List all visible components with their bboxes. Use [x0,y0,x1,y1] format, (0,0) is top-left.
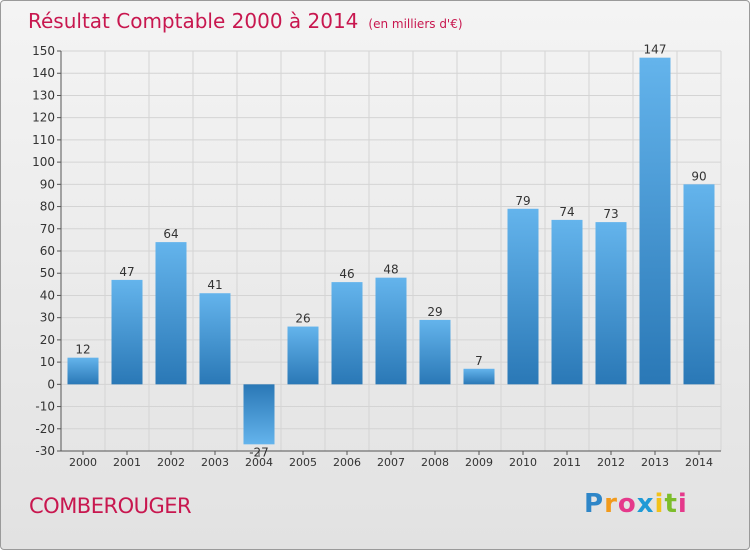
commune-name: COMBEROUGER [29,494,192,518]
bar-2011 [551,219,583,385]
y-tick-label: -30 [35,444,55,458]
y-tick-label: 100 [32,155,55,169]
bar-2014 [683,184,715,385]
brand-letter: i [677,489,688,519]
x-tick-label-2009: 2009 [465,456,493,469]
chart-title: Résultat Comptable 2000 à 2014 [28,9,359,33]
value-label-2010: 79 [515,194,530,208]
value-label-2012: 73 [603,207,618,221]
x-tick-label-2004: 2004 [245,456,273,469]
y-tick-label: 70 [40,222,55,236]
value-label-2009: 7 [475,354,483,368]
value-label-2013: 147 [644,43,667,57]
x-tick-label-2012: 2012 [597,456,625,469]
bar-2013 [639,57,671,385]
labels: -30 -20 -10 0 10 20 30 40 50 60 70 80 90 100 110 120 130… [32,43,713,469]
x-tick-label-2005: 2005 [289,456,317,469]
brand-letter: o [617,489,637,519]
x-tick-label-2003: 2003 [201,456,229,469]
x-tick-label-2000: 2000 [69,456,97,469]
y-tick-label: 60 [40,244,55,258]
x-tick-label-2001: 2001 [113,456,141,469]
y-tick-label: 90 [40,177,55,191]
value-label-2014: 90 [691,169,706,183]
brand-letter: t [664,489,678,519]
x-tick-label-2002: 2002 [157,456,185,469]
bar-2008 [419,319,451,385]
value-label-2001: 47 [119,265,134,279]
bar-2001 [111,279,143,385]
value-label-2005: 26 [295,312,310,326]
y-tick-label: 130 [32,88,55,102]
bar-2004 [243,384,275,445]
bar-2007 [375,277,407,385]
chart-unit: (en milliers d'€) [368,17,463,31]
y-tick-label: 120 [32,111,55,125]
value-label-2000: 12 [75,343,90,357]
y-tick-label: 10 [40,355,55,369]
axes [57,50,721,455]
value-label-2003: 41 [207,278,222,292]
value-label-2002: 64 [163,227,178,241]
y-tick-label: 140 [32,66,55,80]
brand-letter: i [654,489,665,519]
bar-2009 [463,368,495,385]
brand-letter: r [604,489,618,519]
bars [67,57,715,445]
x-tick-label-2006: 2006 [333,456,361,469]
value-label-2011: 74 [559,205,574,219]
y-tick-label: 40 [40,288,55,302]
x-tick-label-2007: 2007 [377,456,405,469]
value-label-2008: 29 [427,305,442,319]
brand-letter: P [584,489,605,519]
bar-2000 [67,357,99,385]
title-row: Résultat Comptable 2000 à 2014 (en millie… [28,9,463,33]
bar-2012 [595,222,627,385]
value-label-2006: 46 [339,267,354,281]
brand-letter: x [636,489,655,519]
bar-2006 [331,282,363,385]
y-tick-label: 0 [47,377,55,391]
bar-2010 [507,208,539,385]
x-tick-label-2013: 2013 [641,456,669,469]
bar-2003 [199,293,231,385]
y-tick-label: 50 [40,266,55,280]
value-label-2004: -27 [249,445,269,459]
x-tick-label-2010: 2010 [509,456,537,469]
brand-logo: Proxiti [584,489,688,519]
y-tick-label: 30 [40,311,55,325]
y-tick-label: 150 [32,44,55,58]
y-tick-label: -10 [35,400,55,414]
bar-2002 [155,242,187,385]
y-tick-label: 80 [40,200,55,214]
value-label-2007: 48 [383,263,398,277]
x-tick-label-2008: 2008 [421,456,449,469]
x-tick-label-2014: 2014 [685,456,713,469]
y-tick-label: 20 [40,333,55,347]
bar-2005 [287,326,319,385]
y-tick-label: 110 [32,133,55,147]
y-tick-label: -20 [35,422,55,436]
x-tick-label-2011: 2011 [553,456,581,469]
